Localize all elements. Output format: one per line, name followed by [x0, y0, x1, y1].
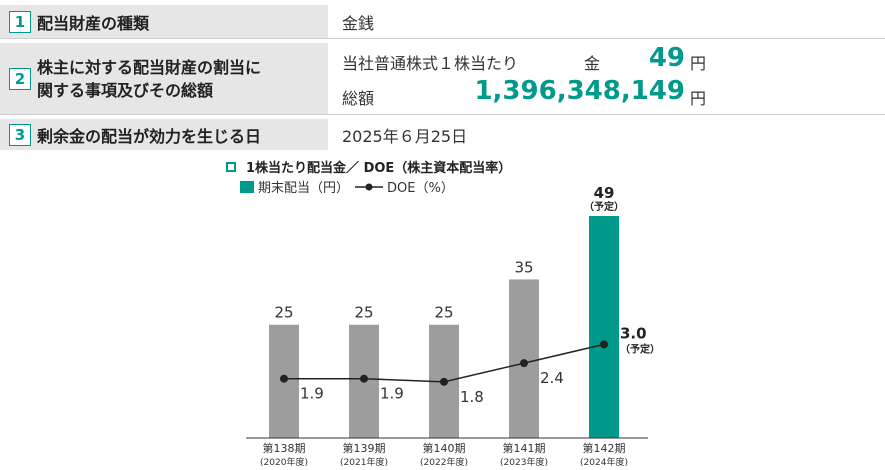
- dividend-bar: [589, 216, 619, 438]
- x-tick-year: (2020年度): [260, 456, 308, 468]
- item-label-cell-3: 3 剰余金の配当が効力を生じる日: [0, 119, 328, 150]
- x-tick-year: (2024年度): [580, 456, 628, 468]
- forecast-note: （予定）: [584, 200, 624, 213]
- legend-bar-swatch-icon: [240, 180, 254, 193]
- item-label-2-line1: 株主に対する配当財産の割当に: [37, 57, 262, 77]
- x-tick-label: 第141期: [503, 441, 546, 455]
- x-tick-year: (2022年度): [420, 456, 468, 468]
- chart-legend: 期末配当（円） DOE（%）: [240, 177, 454, 196]
- item-number-3: 3: [9, 123, 31, 146]
- doe-point: [520, 359, 528, 368]
- item-label-2-line2: 関する事項及びその総額: [37, 80, 214, 100]
- x-tick-label: 第140期: [423, 441, 466, 455]
- item-value-cell-3: 2025年６月25日: [328, 119, 885, 150]
- total-label: 総額: [342, 89, 375, 108]
- item-label-cell-2: 2 株主に対する配当財産の割当に 関する事項及びその総額: [0, 43, 328, 114]
- x-tick-year: (2023年度): [500, 456, 548, 468]
- doe-point: [280, 374, 288, 383]
- per-share-label: 当社普通株式１株当たり: [342, 54, 519, 73]
- doe-value-label: 1.8: [460, 388, 484, 406]
- divider: [0, 114, 885, 115]
- doe-point: [600, 340, 608, 349]
- legend-line-swatch-icon: [355, 183, 384, 190]
- legend-bar-label: 期末配当（円）: [258, 181, 350, 196]
- total-amount: 1,396,348,149: [474, 76, 685, 106]
- doe-value-label: 1.9: [380, 385, 404, 403]
- bar-value-label: 49: [594, 184, 615, 202]
- item-value-3: 2025年６月25日: [342, 126, 468, 146]
- per-share-amount: 49: [648, 43, 685, 73]
- item-label-cell-1: 1 配当財産の種類: [0, 5, 328, 38]
- doe-point: [360, 374, 368, 383]
- dividend-bar: [509, 279, 539, 438]
- bar-value-label: 25: [434, 304, 453, 322]
- bar-value-label: 35: [514, 258, 533, 276]
- x-tick-label: 第142期: [583, 441, 626, 455]
- item-row-1: 1 配当財産の種類 金銭: [0, 5, 885, 38]
- item-label-1: 配当財産の種類: [37, 13, 150, 33]
- item-value-cell-2: 当社普通株式１株当たり 金 49 円 総額 1,396,348,149 円: [328, 43, 885, 114]
- doe-value-label: 2.4: [540, 369, 564, 387]
- forecast-note: （予定）: [620, 342, 660, 355]
- x-tick-year: (2021年度): [340, 456, 388, 468]
- divider: [0, 38, 885, 39]
- item-value-1: 金銭: [342, 13, 375, 33]
- item-number-2: 2: [9, 67, 31, 90]
- doe-point: [440, 377, 448, 386]
- legend-line-label: DOE（%）: [387, 181, 454, 196]
- doe-value-label: 3.0: [620, 324, 647, 342]
- item-number-1: 1: [9, 10, 31, 33]
- item-value-cell-1: 金銭: [328, 5, 885, 38]
- bar-value-label: 25: [354, 304, 373, 322]
- x-tick-label: 第139期: [343, 441, 386, 455]
- total-unit: 円: [690, 89, 707, 108]
- chart-title: 1株当たり配当金／ DOE（株主資本配当率）: [246, 161, 512, 176]
- item-label-3: 剰余金の配当が効力を生じる日: [37, 126, 262, 146]
- x-tick-label: 第138期: [263, 441, 306, 455]
- item-row-2: 2 株主に対する配当財産の割当に 関する事項及びその総額 当社普通株式１株当たり…: [0, 43, 885, 114]
- per-share-prefix: 金: [584, 54, 601, 73]
- doe-value-label: 1.9: [300, 385, 324, 403]
- title-square-icon: [226, 161, 236, 172]
- item-row-3: 3 剰余金の配当が効力を生じる日 2025年６月25日: [0, 119, 885, 150]
- bar-value-label: 25: [274, 304, 293, 322]
- chart-title-row: 1株当たり配当金／ DOE（株主資本配当率）: [226, 157, 511, 176]
- per-share-unit: 円: [690, 54, 707, 73]
